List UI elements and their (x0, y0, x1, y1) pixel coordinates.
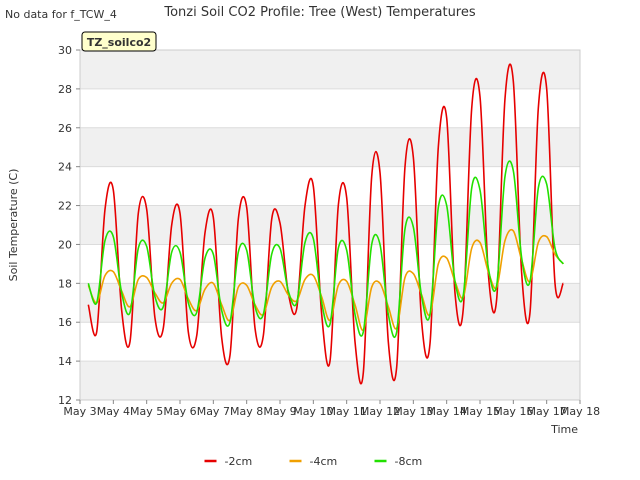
y-axis-ticks: 12 14 16 18 20 22 24 26 28 30 (58, 44, 80, 407)
legend-label: -4cm (310, 455, 338, 468)
plot-band (80, 50, 580, 89)
y-tick-label: 28 (58, 83, 72, 96)
legend-label: -2cm (225, 455, 253, 468)
y-tick-label: 24 (58, 161, 72, 174)
legend-label: -8cm (395, 455, 423, 468)
plot-band (80, 127, 580, 167)
series-line-4cm (87, 228, 564, 331)
x-tick-label: May 9 (263, 405, 296, 418)
legend: -2cm -4cm -8cm (204, 455, 423, 468)
x-tick-label: May 11 (327, 405, 367, 418)
y-tick-label: 30 (58, 44, 72, 57)
y-tick-label: 16 (58, 316, 72, 329)
x-tick-label: May 17 (527, 405, 567, 418)
series-line-8cm (87, 160, 565, 339)
chart-title: Tonzi Soil CO2 Profile: Tree (West) Temp… (163, 5, 476, 20)
x-tick-label: May 10 (293, 405, 333, 418)
source-badge: TZ_soilco2 (81, 31, 157, 52)
y-tick-label: 20 (58, 238, 72, 251)
no-data-notice: No data for f_TCW_4 (5, 8, 117, 21)
y-tick-label: 26 (58, 122, 72, 135)
plot-frame (79, 49, 581, 401)
y-tick-label: 14 (58, 355, 72, 368)
x-tick-label: May 4 (97, 405, 130, 418)
x-tick-label: May 13 (393, 405, 433, 418)
y-tick-label: 22 (58, 200, 72, 213)
x-axis-label: Time (550, 423, 578, 436)
x-tick-label: May 15 (460, 405, 500, 418)
x-tick-label: May 14 (427, 405, 467, 418)
x-tick-label: May 5 (130, 405, 163, 418)
source-badge-label: TZ_soilco2 (87, 36, 151, 49)
x-tick-label: May 12 (360, 405, 400, 418)
y-axis-label: Soil Temperature (C) (7, 169, 20, 282)
x-tick-label: May 18 (560, 405, 600, 418)
y-tick-label: 12 (58, 394, 72, 407)
x-tick-label: May 8 (230, 405, 263, 418)
x-tick-label: May 7 (197, 405, 230, 418)
series-lines (87, 63, 565, 385)
x-tick-label: May 6 (163, 405, 196, 418)
plot-band (80, 361, 580, 400)
series-line-2cm (87, 63, 565, 385)
y-tick-label: 18 (58, 277, 72, 290)
x-tick-label: May 3 (63, 405, 96, 418)
plot-band (80, 205, 580, 245)
x-tick-label: May 16 (493, 405, 533, 418)
